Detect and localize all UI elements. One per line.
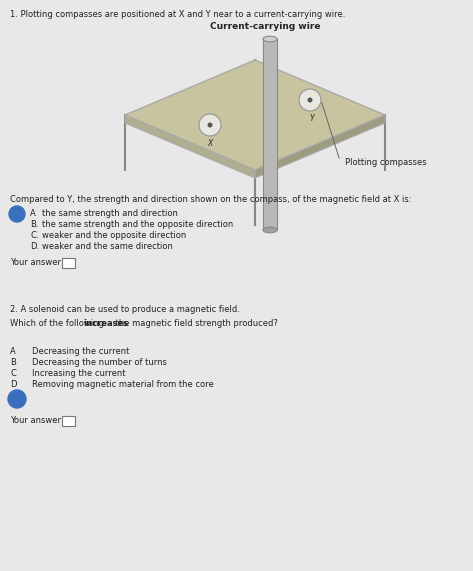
Text: X: X bbox=[207, 139, 213, 148]
Text: Decreasing the number of turns: Decreasing the number of turns bbox=[32, 358, 167, 367]
Text: Increasing the current: Increasing the current bbox=[32, 369, 125, 378]
Text: C.: C. bbox=[30, 231, 38, 240]
Text: Current-carrying wire: Current-carrying wire bbox=[210, 22, 320, 31]
Text: Removing magnetic material from the core: Removing magnetic material from the core bbox=[32, 380, 214, 389]
Text: A.: A. bbox=[30, 209, 38, 218]
Text: D: D bbox=[10, 380, 17, 389]
Polygon shape bbox=[125, 60, 385, 170]
Text: Decreasing the current: Decreasing the current bbox=[32, 347, 130, 356]
Text: the same strength and direction: the same strength and direction bbox=[42, 209, 178, 218]
Text: C: C bbox=[10, 369, 16, 378]
Text: 1. Plotting compasses are positioned at X and Y near to a current-carrying wire.: 1. Plotting compasses are positioned at … bbox=[10, 10, 345, 19]
Text: increases: increases bbox=[83, 319, 128, 328]
Text: weaker and the opposite direction: weaker and the opposite direction bbox=[42, 231, 186, 240]
Ellipse shape bbox=[263, 36, 277, 42]
Text: the magnetic field strength produced?: the magnetic field strength produced? bbox=[113, 319, 278, 328]
Bar bbox=[62, 416, 75, 426]
Circle shape bbox=[8, 390, 26, 408]
Text: 2. A solenoid can be used to produce a magnetic field.: 2. A solenoid can be used to produce a m… bbox=[10, 305, 240, 314]
Circle shape bbox=[208, 123, 212, 127]
Bar bbox=[263, 39, 277, 230]
Text: Which of the following: Which of the following bbox=[10, 319, 106, 328]
Text: Compared to Y, the strength and direction shown on the compass, of the magnetic : Compared to Y, the strength and directio… bbox=[10, 195, 412, 204]
Text: A: A bbox=[10, 347, 16, 356]
Text: the same strength and the opposite direction: the same strength and the opposite direc… bbox=[42, 220, 233, 229]
Polygon shape bbox=[125, 115, 255, 178]
Text: B.: B. bbox=[30, 220, 38, 229]
Text: Your answer: Your answer bbox=[10, 258, 61, 267]
Circle shape bbox=[307, 98, 313, 103]
Text: weaker and the same direction: weaker and the same direction bbox=[42, 242, 173, 251]
Text: Your answer: Your answer bbox=[10, 416, 61, 425]
Text: Y: Y bbox=[310, 114, 315, 123]
Text: B: B bbox=[10, 358, 16, 367]
Circle shape bbox=[299, 89, 321, 111]
Bar bbox=[62, 258, 75, 268]
Polygon shape bbox=[255, 115, 385, 178]
Text: D.: D. bbox=[30, 242, 39, 251]
Circle shape bbox=[199, 114, 221, 136]
Text: Plotting compasses: Plotting compasses bbox=[345, 158, 427, 167]
Ellipse shape bbox=[263, 227, 277, 233]
Circle shape bbox=[9, 206, 25, 222]
